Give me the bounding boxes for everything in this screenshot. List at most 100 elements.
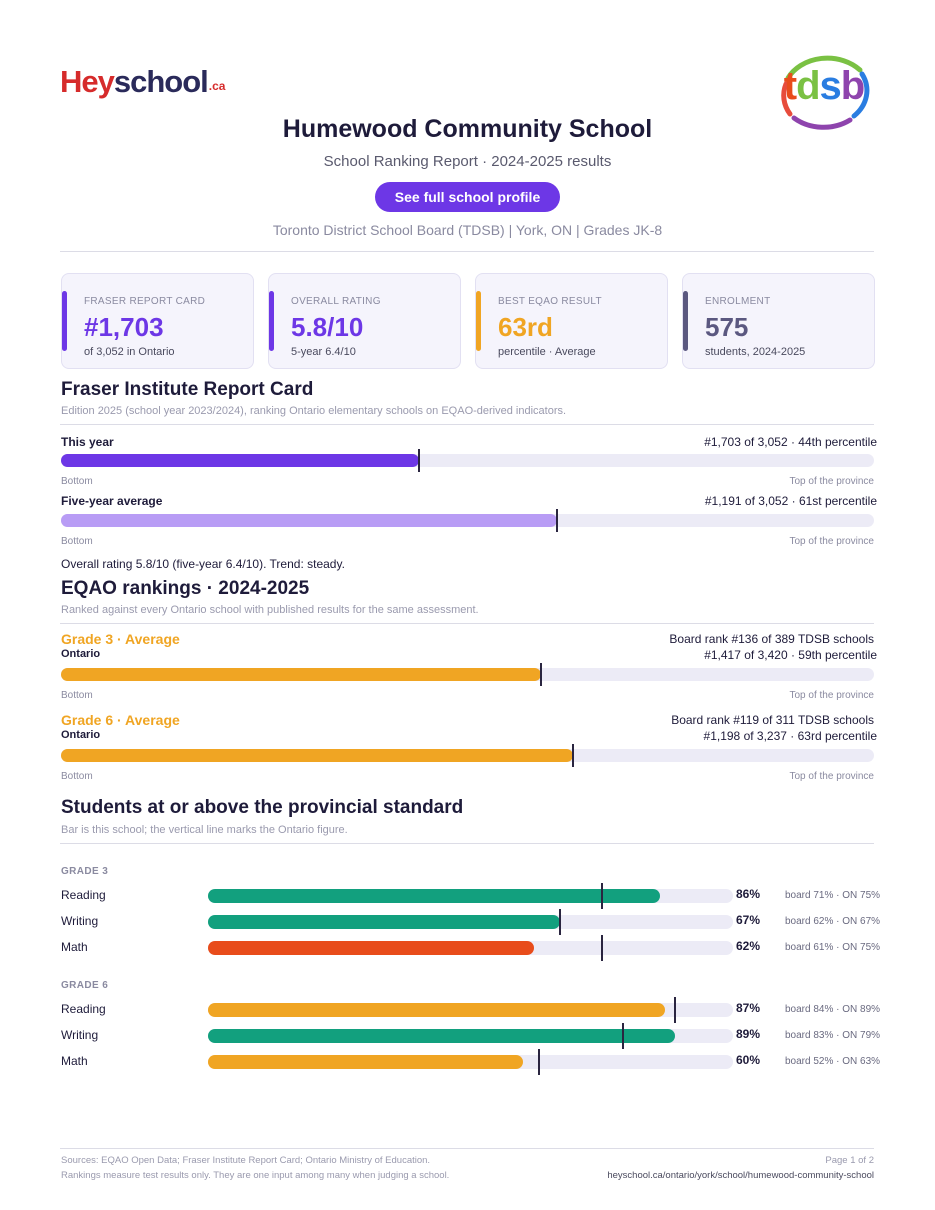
school-percent: 86% [735,887,760,901]
scale-bottom-label: Bottom [61,771,93,782]
card-label: BEST EQAO RESULT [498,296,602,307]
ontario-marker [674,997,677,1023]
card-subtext: of 3,052 in Ontario [84,346,175,358]
eqao-board-rank: Board rank #119 of 311 TDSB schools [671,713,874,727]
percentile-fill [61,749,574,762]
school-fill [208,1055,523,1069]
page-subtitle: School Ranking Report · 2024-2025 result… [323,153,612,170]
school-fill [208,915,560,929]
percentile-marker [555,509,558,532]
school-meta: Toronto District School Board (TDSB) | Y… [272,222,663,238]
scale-bottom-label: Bottom [61,476,93,487]
card-value: 63rd [498,312,553,342]
subject-label: Writing [61,914,99,928]
scale-top-label: Top of the province [789,771,875,782]
fraser-note: Edition 2025 (school year 2023/2024), ra… [61,405,567,417]
percentile-marker [539,663,542,686]
percentile-fill [61,514,557,527]
divider [60,623,874,624]
fraser-heading: Fraser Institute Report Card [61,379,314,400]
card-value: 575 [705,312,749,342]
card-accent [683,291,688,351]
divider [60,843,874,844]
fraser-row-label: Five-year average [61,494,163,508]
school-fill [208,941,534,955]
heyschool-logo[interactable]: Hey school .ca [60,60,225,100]
tdsb-ring-icon [781,55,870,130]
logo-hey-text: Hey [60,64,115,99]
eqao-ontario-rank: #1,198 of 3,237 · 63rd percentile [703,729,877,743]
card-label: OVERALL RATING [291,296,381,307]
percentile-marker [417,449,420,472]
see-full-profile-button[interactable]: See full school profile [375,182,560,212]
logo-ca-text: .ca [208,79,226,93]
scale-top-label: Top of the province [789,536,875,547]
subject-label: Reading [61,888,106,902]
standard-bar [208,1049,733,1075]
board-ontario-comparison: board 84% · ON 89% [785,1004,881,1015]
fraser-row-stat: #1,191 of 3,052 · 61st percentile [704,494,877,508]
ontario-marker [537,1049,540,1075]
percentile-fill [61,668,541,681]
standard-note: Bar is this school; the vertical line ma… [61,824,348,836]
standard-bar [208,1023,733,1049]
ontario-marker [558,909,561,935]
footer-disclaimer: Rankings measure test results only. They… [61,1170,450,1181]
eqao-grade-label: Grade 3 · Average [61,631,180,647]
eqao-heading: EQAO rankings · 2024-2025 [61,578,310,599]
grade3-section-label: GRADE 3 [61,866,109,877]
tdsb-logo: tdsb [774,48,874,132]
ontario-marker [600,883,603,909]
standard-bar [208,935,733,961]
ontario-marker [600,935,603,961]
board-ontario-comparison: board 71% · ON 75% [785,890,881,901]
eqao-board-rank: Board rank #136 of 389 TDSB schools [669,632,874,646]
grade6-section-label: GRADE 6 [61,980,109,991]
fraser-row-stat: #1,703 of 3,052 · 44th percentile [704,435,877,449]
standard-heading: Students at or above the provincial stan… [61,797,464,818]
card-accent [269,291,274,351]
school-percent: 89% [735,1027,760,1041]
card-best-eqao: BEST EQAO RESULT 63rd percentile · Avera… [475,273,668,369]
eqao-scope: Ontario [61,648,101,660]
footer-sources: Sources: EQAO Open Data; Fraser Institut… [61,1155,431,1166]
page-title: Humewood Community School [282,115,653,143]
card-subtext: 5-year 6.4/10 [291,346,356,358]
eqao-ontario-rank: #1,417 of 3,420 · 59th percentile [704,648,877,662]
percentile-marker [572,744,575,767]
subject-label: Math [61,1054,88,1068]
fraser-summary: Overall rating 5.8/10 (five-year 6.4/10)… [61,557,345,571]
eqao-scope: Ontario [61,729,101,741]
card-label: ENROLMENT [705,296,771,307]
divider [60,424,874,425]
tdsb-wordmark: tdsb [783,64,865,108]
school-fill [208,889,660,903]
card-accent [476,291,481,351]
footer-url[interactable]: heyschool.ca/ontario/york/school/humewoo… [607,1170,874,1181]
scale-top-label: Top of the province [789,476,875,487]
fraser-row-label: This year [61,435,114,449]
divider [60,251,874,252]
card-label: FRASER REPORT CARD [84,296,206,307]
card-value: 5.8/10 [291,312,364,342]
eqao-grade3-bar [61,663,874,686]
ontario-marker [621,1023,624,1049]
eqao-grade6-bar [61,744,874,767]
subject-label: Writing [61,1028,99,1042]
scale-top-label: Top of the province [789,690,875,701]
school-percent: 62% [735,939,760,953]
subject-label: Reading [61,1002,106,1016]
school-percent: 87% [735,1001,760,1015]
school-percent: 67% [735,913,760,927]
eqao-grade-label: Grade 6 · Average [61,712,180,728]
standard-bar [208,883,733,909]
card-value: #1,703 [84,312,164,342]
board-ontario-comparison: board 61% · ON 75% [785,942,881,953]
card-accent [62,291,67,351]
standard-bar [208,909,733,935]
card-subtext: percentile · Average [498,346,596,358]
board-ontario-comparison: board 62% · ON 67% [785,916,881,927]
school-fill [208,1003,665,1017]
subject-label: Math [61,940,88,954]
card-fraser-report: FRASER REPORT CARD #1,703 of 3,052 in On… [61,273,254,369]
